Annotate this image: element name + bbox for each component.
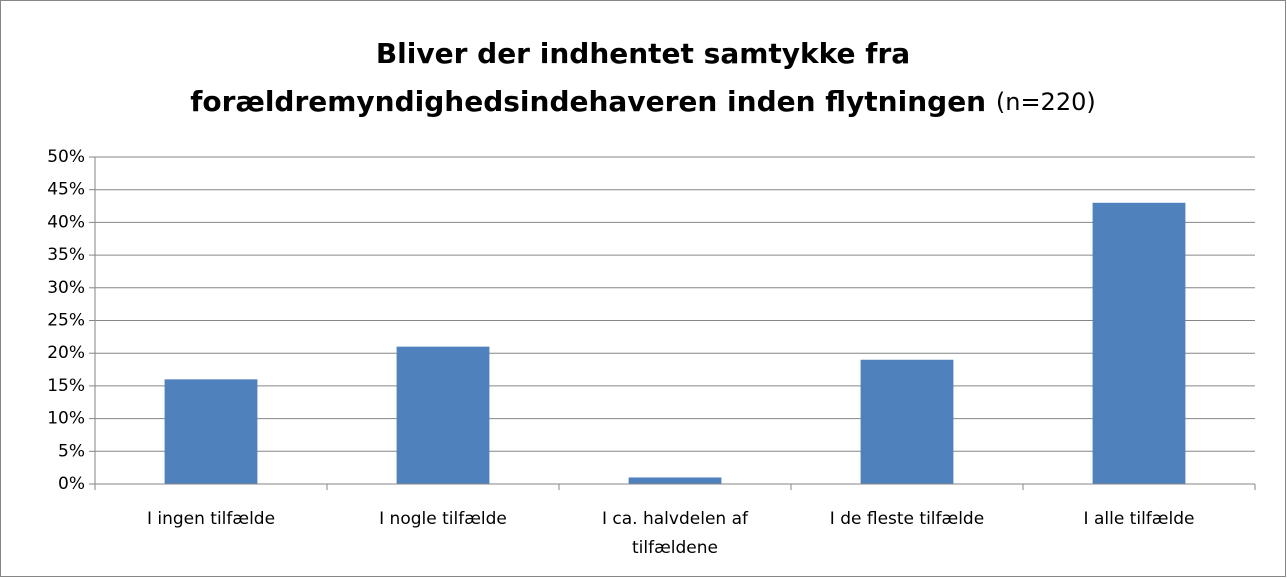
y-tick-label: 45% (47, 180, 85, 200)
y-tick-label: 20% (47, 343, 85, 363)
y-tick-label: 50% (47, 147, 85, 167)
bar (628, 477, 722, 484)
y-tick-label: 0% (58, 474, 85, 494)
chart-title-line: forældremyndighedsindehaveren inden flyt… (190, 85, 986, 118)
y-tick-label: 40% (47, 212, 85, 232)
title-note: (n=220) (996, 88, 1096, 116)
y-tick-label: 25% (47, 311, 85, 331)
x-tick-label: I ingen tilfælde (147, 509, 275, 529)
y-tick-label: 35% (47, 245, 85, 265)
y-tick-label: 15% (47, 376, 85, 396)
x-tick-label: I nogle tilfælde (379, 509, 507, 529)
x-tick-label: I alle tilfælde (1084, 509, 1195, 529)
chart-title-line: forældremyndighedsindehaveren inden flyt… (190, 85, 1095, 118)
x-tick-label: I de fleste tilfælde (830, 509, 984, 529)
bar (396, 346, 490, 484)
y-tick-label: 30% (47, 278, 85, 298)
y-tick-label: 10% (47, 409, 85, 429)
x-tick-label: I ca. halvdelen af tilfældene (602, 509, 749, 558)
bar (860, 359, 954, 484)
chart-title-line: Bliver der indhentet samtykke fra (376, 37, 910, 70)
bar (164, 379, 258, 484)
bar (1092, 202, 1186, 484)
y-tick-label: 5% (58, 441, 85, 461)
